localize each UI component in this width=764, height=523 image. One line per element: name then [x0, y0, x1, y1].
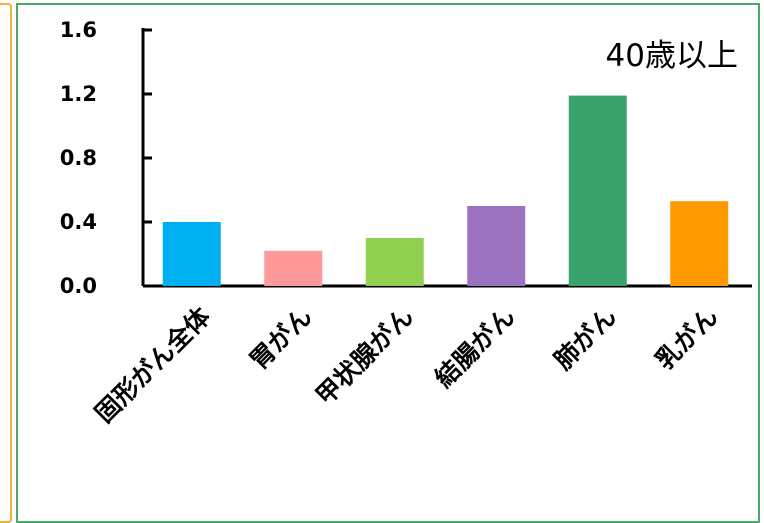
bar — [162, 222, 221, 286]
y-tick-label: 0.4 — [60, 210, 97, 234]
x-category-label: 胃がん — [244, 302, 318, 376]
x-category-label: 固形がん全体 — [89, 301, 216, 428]
bar — [568, 95, 627, 286]
y-tick-label: 0.8 — [60, 146, 97, 170]
bar — [365, 238, 424, 286]
y-axis-ticks: 0.0 0.4 0.8 1.2 1.6 — [60, 18, 152, 298]
bar — [467, 206, 526, 286]
chart-annotation: 40歳以上 — [606, 38, 738, 74]
y-tick-label: 1.2 — [60, 82, 97, 106]
x-category-label: 乳がん — [650, 302, 724, 376]
x-category-label: 結腸がん — [429, 302, 520, 393]
x-category-label: 甲状腺がん — [310, 302, 419, 411]
y-tick-label: 0.0 — [60, 274, 97, 298]
bar-series — [162, 95, 729, 286]
x-category-label: 肺がん — [548, 302, 622, 376]
bar — [264, 250, 323, 286]
y-tick-label: 1.6 — [60, 18, 97, 42]
bar — [670, 201, 729, 286]
